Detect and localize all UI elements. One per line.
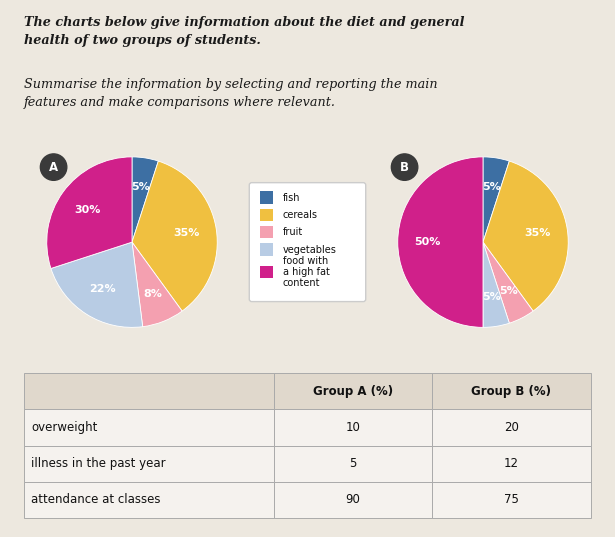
- Bar: [432, 482, 591, 518]
- Wedge shape: [132, 242, 182, 326]
- Text: 30%: 30%: [74, 205, 100, 215]
- Text: fruit: fruit: [283, 227, 303, 237]
- Wedge shape: [132, 161, 217, 311]
- Text: vegetables: vegetables: [283, 244, 336, 255]
- Wedge shape: [47, 157, 132, 268]
- Text: 35%: 35%: [525, 228, 551, 238]
- Wedge shape: [132, 157, 158, 242]
- Text: 5%: 5%: [482, 292, 501, 302]
- Text: 10: 10: [346, 421, 360, 434]
- Bar: [432, 409, 591, 446]
- FancyBboxPatch shape: [260, 209, 273, 221]
- Bar: [274, 373, 432, 409]
- Text: Group B (%): Group B (%): [472, 384, 552, 398]
- Wedge shape: [483, 242, 533, 323]
- Bar: [24, 373, 274, 409]
- Text: 5%: 5%: [499, 287, 518, 296]
- FancyBboxPatch shape: [260, 243, 273, 256]
- Text: 50%: 50%: [415, 237, 441, 247]
- Text: A: A: [49, 161, 58, 173]
- Bar: [274, 482, 432, 518]
- Text: 35%: 35%: [173, 228, 200, 238]
- Text: Summarise the information by selecting and reporting the main
features and make : Summarise the information by selecting a…: [24, 78, 438, 109]
- Text: 8%: 8%: [143, 289, 162, 299]
- Bar: [24, 482, 274, 518]
- Circle shape: [41, 154, 67, 180]
- FancyBboxPatch shape: [260, 191, 273, 204]
- Text: 5: 5: [349, 457, 357, 470]
- FancyBboxPatch shape: [260, 226, 273, 238]
- Wedge shape: [483, 242, 509, 328]
- Wedge shape: [483, 161, 568, 311]
- Bar: [274, 409, 432, 446]
- Bar: [432, 373, 591, 409]
- Text: 75: 75: [504, 494, 519, 506]
- Text: 5%: 5%: [131, 183, 150, 192]
- Text: attendance at classes: attendance at classes: [31, 494, 161, 506]
- Text: overweight: overweight: [31, 421, 98, 434]
- Text: The charts below give information about the diet and general
health of two group: The charts below give information about …: [24, 16, 465, 47]
- Text: 22%: 22%: [89, 284, 116, 294]
- FancyBboxPatch shape: [260, 266, 273, 278]
- Text: fish: fish: [283, 193, 300, 202]
- Text: B: B: [400, 161, 409, 173]
- Text: 20: 20: [504, 421, 519, 434]
- Text: 5%: 5%: [482, 183, 501, 192]
- Text: cereals: cereals: [283, 210, 318, 220]
- Text: 90: 90: [346, 494, 360, 506]
- Bar: [432, 446, 591, 482]
- Bar: [24, 446, 274, 482]
- Wedge shape: [51, 242, 143, 328]
- Wedge shape: [483, 157, 509, 242]
- FancyBboxPatch shape: [249, 183, 366, 302]
- Circle shape: [391, 154, 418, 180]
- Text: food with
a high fat
content: food with a high fat content: [283, 256, 330, 288]
- Bar: [24, 409, 274, 446]
- Text: Group A (%): Group A (%): [313, 384, 393, 398]
- Text: 12: 12: [504, 457, 519, 470]
- Wedge shape: [398, 157, 483, 328]
- Text: illness in the past year: illness in the past year: [31, 457, 166, 470]
- Bar: [274, 446, 432, 482]
